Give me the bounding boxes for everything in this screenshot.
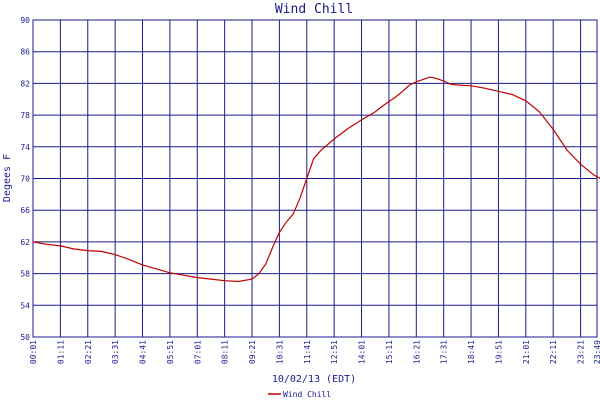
y-tick-label: 74	[20, 143, 30, 152]
x-tick-label: 15:11	[385, 340, 394, 364]
y-tick-label: 90	[20, 16, 30, 25]
x-tick-label: 00:01	[29, 340, 38, 364]
x-tick-label: 02:21	[84, 340, 93, 364]
y-tick-label: 82	[20, 79, 30, 88]
chart-series	[32, 76, 600, 283]
x-tick-label: 03:31	[111, 340, 120, 364]
x-tick-label: 08:11	[221, 340, 230, 364]
y-tick-label: 62	[20, 238, 30, 247]
x-tick-label: 11:41	[303, 340, 312, 364]
x-tick-label: 23:21	[577, 340, 586, 364]
x-tick-label: 22:11	[549, 340, 558, 364]
x-tick-label: 23:49	[593, 340, 600, 364]
y-tick-label: 54	[20, 301, 30, 310]
y-tick-label: 70	[20, 175, 30, 184]
x-tick-label: 04:41	[139, 340, 148, 364]
x-tick-label: 12:51	[330, 340, 339, 364]
y-tick-label: 78	[20, 111, 30, 120]
x-tick-label: 21:01	[522, 340, 531, 364]
x-tick-label: 10:31	[275, 340, 284, 364]
x-tick-label: 18:41	[467, 340, 476, 364]
y-tick-label: 66	[20, 206, 30, 215]
x-tick-label: 14:01	[358, 340, 367, 364]
x-axis-label: 10/02/13 (EDT)	[272, 374, 356, 385]
x-tick-label: 17:31	[440, 340, 449, 364]
y-axis-label: Degees F	[2, 154, 13, 202]
x-tick-label: 07:01	[193, 340, 202, 364]
legend: Wind Chill	[268, 390, 331, 399]
y-tick-label: 58	[20, 270, 30, 279]
x-tick-label: 05:51	[166, 340, 175, 364]
x-tick-label: 19:51	[494, 340, 503, 364]
legend-label: Wind Chill	[283, 390, 331, 399]
chart-title: Wind Chill	[275, 2, 353, 17]
chart-grid	[32, 19, 598, 338]
series-line-wind-chill	[32, 76, 600, 283]
plot-area-border	[32, 19, 598, 338]
y-tick-label: 50	[20, 333, 30, 342]
y-tick-label: 86	[20, 48, 30, 57]
x-tick-label: 09:21	[248, 340, 257, 364]
x-axis-ticks: 00:01 01:11 02:21 03:31 04:41 05:51 07:01 08:11…	[29, 340, 600, 364]
y-axis-ticks: 50 54 58 62 66 70 74 78 82 86 90	[20, 16, 30, 342]
x-tick-label: 01:11	[56, 340, 65, 364]
x-tick-label: 16:21	[412, 340, 421, 364]
